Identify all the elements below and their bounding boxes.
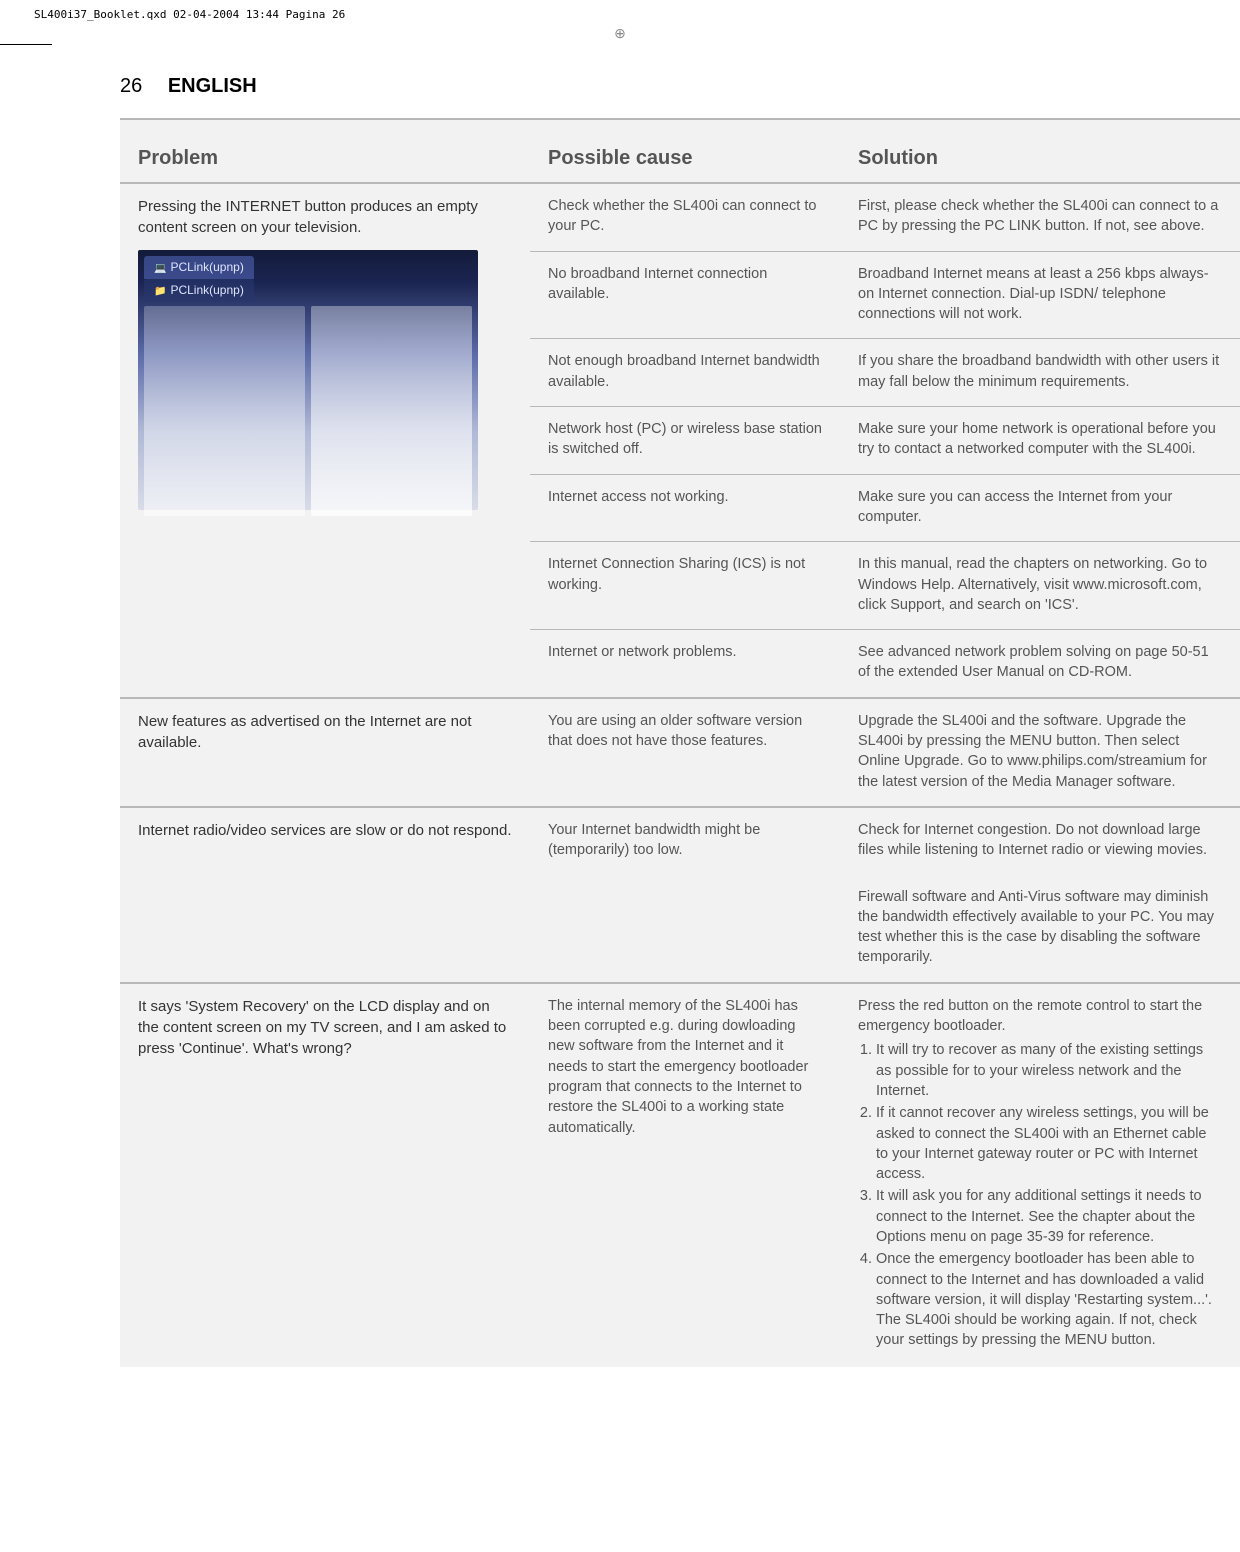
solution-intro: Press the red button on the remote contr… [858,998,1202,1034]
tv-screenshot: 💻 PCLink(upnp) 📁 PCLink(upnp) [138,250,478,510]
problem-text: Internet radio/video services are slow o… [138,820,512,841]
col-header-problem: Problem [120,119,530,183]
cause-text: The internal memory of the SL400i has be… [530,983,840,1367]
cause-text: Not enough broadband Internet bandwidth … [530,339,840,407]
troubleshoot-block: Problem Possible cause Solution Pressing… [120,118,1240,1367]
solution-text: Press the red button on the remote contr… [840,983,1240,1367]
cause-text: Internet Connection Sharing (ICS) is not… [530,542,840,630]
tab-inactive: 📁 PCLink(upnp) [144,279,254,302]
cause-text: Network host (PC) or wireless base stati… [530,407,840,475]
solution-text: If you share the broadband bandwidth wit… [840,339,1240,407]
cause-text: Internet access not working. [530,474,840,542]
table-row: Internet radio/video services are slow o… [120,807,1240,875]
table-row: It says 'System Recovery' on the LCD dis… [120,983,1240,1367]
solution-text: Firewall software and Anti-Virus softwar… [840,875,1240,983]
solution-text: Make sure you can access the Internet fr… [840,474,1240,542]
tab-active: 💻 PCLink(upnp) [144,256,254,279]
page-title: 26 ENGLISH [120,75,1240,98]
solution-text: See advanced network problem solving on … [840,630,1240,698]
solution-list: It will try to recover as many of the ex… [858,1040,1222,1350]
crop-mark: ⊕ [0,25,1240,42]
solution-text: First, please check whether the SL400i c… [840,183,1240,251]
panel-area [144,306,472,516]
list-item: It will ask you for any additional setti… [876,1186,1222,1247]
table-row: Pressing the INTERNET button produces an… [120,183,1240,251]
table-row: New features as advertised on the Intern… [120,698,1240,807]
problem-text: It says 'System Recovery' on the LCD dis… [138,996,512,1059]
print-header: SL400i37_Booklet.qxd 02-04-2004 13:44 Pa… [0,0,1240,25]
solution-text: Make sure your home network is operation… [840,407,1240,475]
solution-text: Upgrade the SL400i and the software. Upg… [840,698,1240,807]
page-language: ENGLISH [168,75,257,97]
tab-label: PCLink(upnp) [170,283,243,297]
cause-text: Internet or network problems. [530,630,840,698]
solution-text: Broadband Internet means at least a 256 … [840,251,1240,339]
solution-text: In this manual, read the chapters on net… [840,542,1240,630]
folder-icon: 📁 [154,286,166,297]
cause-text: You are using an older software version … [530,698,840,807]
trouble-table: Problem Possible cause Solution Pressing… [120,118,1240,1367]
table-header-row: Problem Possible cause Solution [120,119,1240,183]
tab-label: PCLink(upnp) [170,260,243,274]
problem-text: Pressing the INTERNET button produces an… [138,196,512,238]
problem-text: New features as advertised on the Intern… [138,711,512,753]
cause-text: Your Internet bandwidth might be (tempor… [530,807,840,875]
list-item: Once the emergency bootloader has been a… [876,1249,1222,1350]
panel-left [144,306,305,516]
col-header-solution: Solution [840,119,1240,183]
cause-text: Check whether the SL400i can connect to … [530,183,840,251]
cause-text: No broadband Internet connection availab… [530,251,840,339]
cause-text [530,875,840,983]
rule-line [0,44,52,45]
page-number: 26 [120,75,142,97]
solution-text: Check for Internet congestion. Do not do… [840,807,1240,875]
list-item: If it cannot recover any wireless settin… [876,1103,1222,1184]
computer-icon: 💻 [154,263,166,274]
panel-right [311,306,472,516]
list-item: It will try to recover as many of the ex… [876,1040,1222,1101]
col-header-cause: Possible cause [530,119,840,183]
